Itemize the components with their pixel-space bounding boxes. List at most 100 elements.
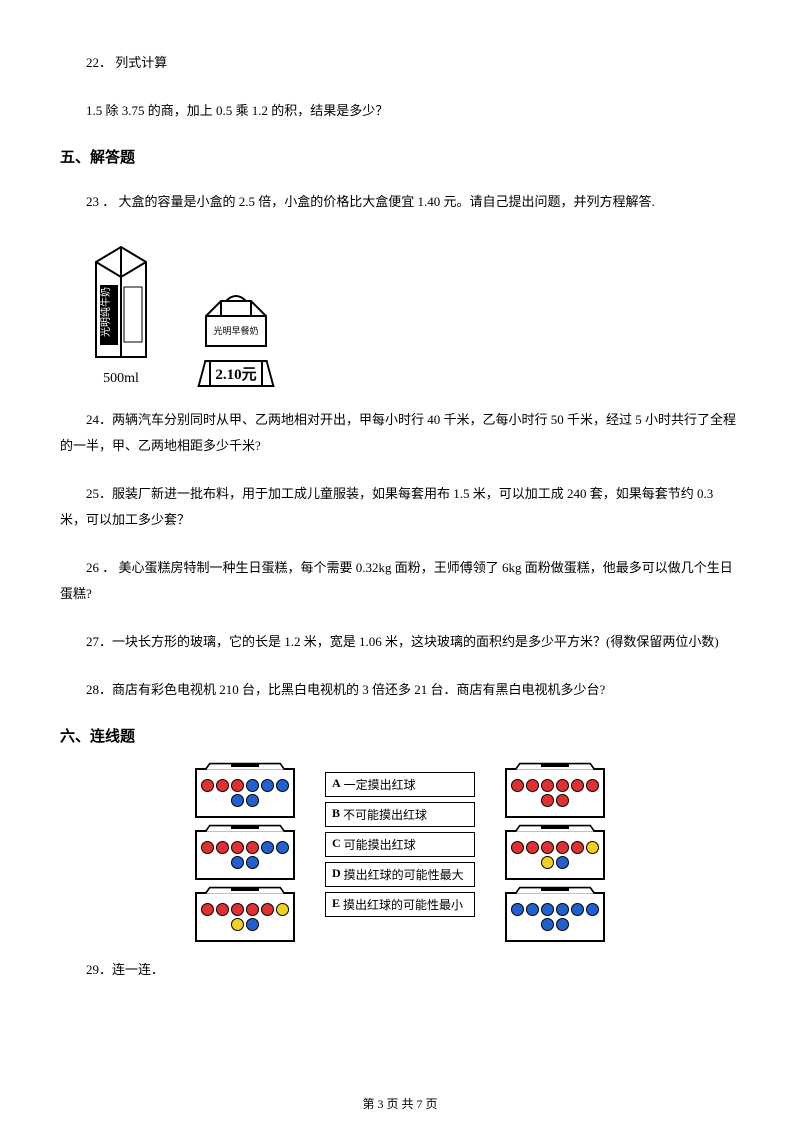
ball-b: [246, 794, 259, 807]
ball-r: [231, 841, 244, 854]
q25-body-text: 服装厂新进一批布料，用于加工成儿童服装，如果每套用布 1.5 米，可以加工成 2…: [60, 486, 713, 527]
ball-b: [541, 918, 554, 931]
small-box-icon: 光明早餐奶: [196, 286, 276, 356]
ball-y: [586, 841, 599, 854]
milk-carton-icon: 光明纯牛奶: [86, 237, 156, 367]
ball-box: [195, 892, 295, 942]
ball-b: [231, 856, 244, 869]
ball-b: [526, 903, 539, 916]
ball-r: [571, 841, 584, 854]
ball-r: [541, 841, 554, 854]
label-b-key: B: [332, 806, 340, 823]
ball-b: [276, 779, 289, 792]
ball-r: [556, 794, 569, 807]
ball-b: [276, 841, 289, 854]
label-c-text: 可能摸出红球: [344, 836, 416, 853]
section-6-title: 六、连线题: [60, 725, 740, 746]
ball-b: [511, 903, 524, 916]
question-23: 23 ． 大盒的容量是小盒的 2.5 倍，小盒的价格比大盒便宜 1.40 元。请…: [60, 189, 740, 215]
ball-b: [246, 856, 259, 869]
q22-title: 列式计算: [115, 55, 167, 70]
ball-b: [571, 903, 584, 916]
q23-body-text: 大盒的容量是小盒的 2.5 倍，小盒的价格比大盒便宜 1.40 元。请自己提出问…: [119, 194, 655, 209]
ball-r: [556, 779, 569, 792]
ball-r: [231, 779, 244, 792]
right-box-column: [505, 768, 605, 942]
ball-b: [556, 918, 569, 931]
ball-r: [216, 903, 229, 916]
matching-diagram: A一定摸出红球 B不可能摸出红球 C可能摸出红球 D摸出红球的可能性最大 E摸出…: [60, 768, 740, 942]
ball-b: [556, 856, 569, 869]
milk-carton-small: 光明早餐奶 2.10元: [196, 286, 276, 387]
ball-r: [216, 841, 229, 854]
question-22: 22． 列式计算: [60, 50, 740, 76]
label-d-key: D: [332, 866, 341, 883]
ball-r: [201, 903, 214, 916]
ball-b: [261, 841, 274, 854]
ball-box: [195, 768, 295, 818]
ball-r: [571, 779, 584, 792]
page-footer: 第 3 页 共 7 页: [0, 1095, 800, 1112]
ball-r: [526, 779, 539, 792]
question-22-body: 1.5 除 3.75 的商，加上 0.5 乘 1.2 的积，结果是多少？: [60, 98, 740, 124]
ball-box: [505, 830, 605, 880]
q25-num: 25．: [86, 486, 112, 501]
ball-y: [541, 856, 554, 869]
left-box-column: [195, 768, 295, 942]
label-d: D摸出红球的可能性最大: [325, 862, 475, 887]
q29-body-text: 连一连．: [112, 962, 164, 977]
ball-r: [541, 779, 554, 792]
label-b: B不可能摸出红球: [325, 802, 475, 827]
label-e-text: 摸出红球的可能性最小: [343, 896, 463, 913]
ball-b: [261, 779, 274, 792]
ball-r: [201, 779, 214, 792]
ball-r: [511, 779, 524, 792]
question-27: 27．一块长方形的玻璃，它的长是 1.2 米，宽是 1.06 米，这块玻璃的面积…: [60, 629, 740, 655]
ball-box: [505, 892, 605, 942]
svg-text:光明纯牛奶: 光明纯牛奶: [99, 287, 112, 337]
q26-num: 26 ．: [86, 560, 115, 575]
q23-num: 23 ．: [86, 194, 115, 209]
q27-body-text: 一块长方形的玻璃，它的长是 1.2 米，宽是 1.06 米，这块玻璃的面积约是多…: [112, 634, 719, 649]
question-29: 29．连一连．: [60, 957, 740, 983]
label-a-text: 一定摸出红球: [344, 776, 416, 793]
label-b-text: 不可能摸出红球: [343, 806, 427, 823]
ball-y: [276, 903, 289, 916]
label-d-text: 摸出红球的可能性最大: [344, 866, 464, 883]
label-a: A一定摸出红球: [325, 772, 475, 797]
question-24: 24．两辆汽车分别同时从甲、乙两地相对开出，甲每小时行 40 千米，乙每小时行 …: [60, 407, 740, 459]
ball-r: [246, 841, 259, 854]
ball-r: [556, 841, 569, 854]
milk-carton-large: 光明纯牛奶 500ml: [86, 237, 156, 387]
ball-b: [541, 903, 554, 916]
q28-body-text: 商店有彩色电视机 210 台，比黑白电视机的 3 倍还多 21 台．商店有黑白电…: [112, 682, 605, 697]
ball-r: [511, 841, 524, 854]
question-28: 28．商店有彩色电视机 210 台，比黑白电视机的 3 倍还多 21 台．商店有…: [60, 677, 740, 703]
milk-volume-label: 500ml: [103, 371, 139, 387]
label-e-key: E: [332, 896, 340, 913]
question-26: 26 ． 美心蛋糕房特制一种生日蛋糕，每个需要 0.32kg 面粉，王师傅领了 …: [60, 555, 740, 607]
label-c-key: C: [332, 836, 341, 853]
ball-r: [246, 903, 259, 916]
ball-r: [526, 841, 539, 854]
q28-num: 28．: [86, 682, 112, 697]
ball-y: [231, 918, 244, 931]
q23-images: 光明纯牛奶 500ml 光明早餐奶 2.10元: [60, 237, 740, 387]
q22-num: 22．: [86, 55, 112, 70]
ball-b: [586, 903, 599, 916]
q24-body-text: 两辆汽车分别同时从甲、乙两地相对开出，甲每小时行 40 千米，乙每小时行 50 …: [60, 412, 736, 453]
label-a-key: A: [332, 776, 341, 793]
question-25: 25．服装厂新进一批布料，用于加工成儿童服装，如果每套用布 1.5 米，可以加工…: [60, 481, 740, 533]
ball-box: [195, 830, 295, 880]
ball-box: [505, 768, 605, 818]
ball-b: [231, 794, 244, 807]
small-price-tag: 2.10元: [209, 360, 262, 387]
ball-r: [586, 779, 599, 792]
ball-r: [261, 903, 274, 916]
q27-num: 27．: [86, 634, 112, 649]
ball-r: [201, 841, 214, 854]
label-e: E摸出红球的可能性最小: [325, 892, 475, 917]
q29-num: 29．: [86, 962, 112, 977]
ball-b: [246, 918, 259, 931]
q22-body-text: 1.5 除 3.75 的商，加上 0.5 乘 1.2 的积，结果是多少？: [86, 103, 388, 118]
